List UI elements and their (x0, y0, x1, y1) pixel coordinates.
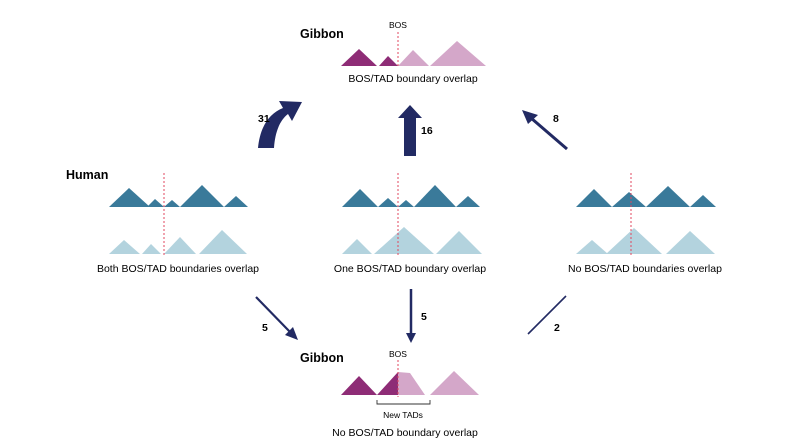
curved-arrow-shape (258, 101, 302, 148)
top-tad-2 (379, 56, 398, 66)
panel1-tad-3 (164, 200, 180, 207)
panel1-lower-tad-3 (164, 237, 196, 254)
bottom-species-label: Gibbon (300, 351, 344, 365)
bottom-bos-label: BOS (389, 349, 407, 359)
panel3-lower-tad-1 (576, 240, 608, 254)
up-arrow-shape (398, 105, 422, 156)
panel3-lower-tad-3 (666, 231, 715, 254)
arrow-none-to-top: 8 (522, 110, 568, 151)
panel2-tad-4 (414, 185, 456, 207)
panel1-tad-4 (180, 185, 224, 207)
panel2-tad-3 (398, 200, 414, 207)
panel2-tad-5 (456, 196, 480, 207)
panel3-tad-4 (690, 195, 716, 207)
count-one-to-top: 16 (421, 125, 433, 137)
arrow-one-to-bottom: 5 (406, 289, 427, 343)
bottom-caption: No BOS/TAD boundary overlap (332, 427, 478, 439)
arrow-both-to-top: 31 (258, 101, 302, 148)
count-both-to-top: 31 (258, 113, 270, 125)
bottom-gibbon-group: Gibbon BOS New TADs No BOS/TAD boundary … (300, 349, 479, 439)
human-panel-both: Both BOS/TAD boundaries overlap (97, 173, 259, 275)
bottom-tad-2a (377, 372, 398, 395)
arrow-none-to-bottom: 2 (527, 295, 567, 335)
panel1-lower-tad-1 (109, 240, 140, 254)
top-species-label: Gibbon (300, 27, 344, 41)
human-species-label: Human (66, 168, 108, 182)
diag-arrow-head (522, 110, 538, 124)
arrow-both-to-bottom: 5 (255, 296, 298, 340)
top-tad-1 (341, 49, 377, 66)
down-arrow-head (406, 333, 416, 343)
panel3-tad-3 (646, 186, 690, 207)
bottom-tad-1 (341, 376, 377, 395)
panel2-lower-tad-1 (342, 239, 372, 254)
bottom-tad-3 (430, 371, 479, 395)
panel2-lower-tad-2 (374, 227, 434, 254)
human-panel-one: One BOS/TAD boundary overlap (334, 173, 486, 275)
count-both-to-bottom: 5 (262, 322, 268, 334)
panel1-tad-2 (147, 199, 164, 207)
bottom-tad-2b (398, 372, 425, 395)
panel2-tad-1 (342, 189, 378, 207)
panel1-tad-1 (109, 188, 150, 207)
new-tads-label: New TADs (383, 410, 423, 420)
panel2-caption: One BOS/TAD boundary overlap (334, 263, 486, 275)
count-none-to-top: 8 (553, 113, 559, 125)
thin-diag-line (527, 295, 567, 335)
panel1-lower-tad-4 (199, 230, 247, 254)
count-none-to-bottom: 2 (554, 322, 560, 334)
panel2-lower-tad-3 (436, 231, 482, 254)
diag-arrow-shaft (530, 116, 568, 151)
panel3-tad-1 (576, 189, 612, 207)
panel2-tad-2 (378, 198, 398, 207)
top-caption: BOS/TAD boundary overlap (348, 73, 478, 85)
top-tad-3 (398, 50, 429, 66)
count-one-to-bottom: 5 (421, 311, 427, 323)
arrow-one-to-top: 16 (398, 105, 433, 156)
top-gibbon-group: Gibbon BOS BOS/TAD boundary overlap (300, 20, 486, 85)
panel1-lower-tad-2 (142, 244, 161, 254)
panel3-tad-2 (612, 192, 646, 207)
panel1-tad-5 (224, 196, 248, 207)
top-bos-label: BOS (389, 20, 407, 30)
down-diag-arrow-shaft (255, 296, 292, 334)
panel3-caption: No BOS/TAD boundaries overlap (568, 263, 722, 275)
new-tads-bracket (376, 400, 431, 405)
human-panel-none: No BOS/TAD boundaries overlap (568, 173, 722, 275)
top-tad-4 (430, 41, 486, 66)
panel1-caption: Both BOS/TAD boundaries overlap (97, 263, 259, 275)
panel3-lower-tad-2 (606, 228, 662, 254)
down-diag-arrow-head (285, 327, 298, 340)
